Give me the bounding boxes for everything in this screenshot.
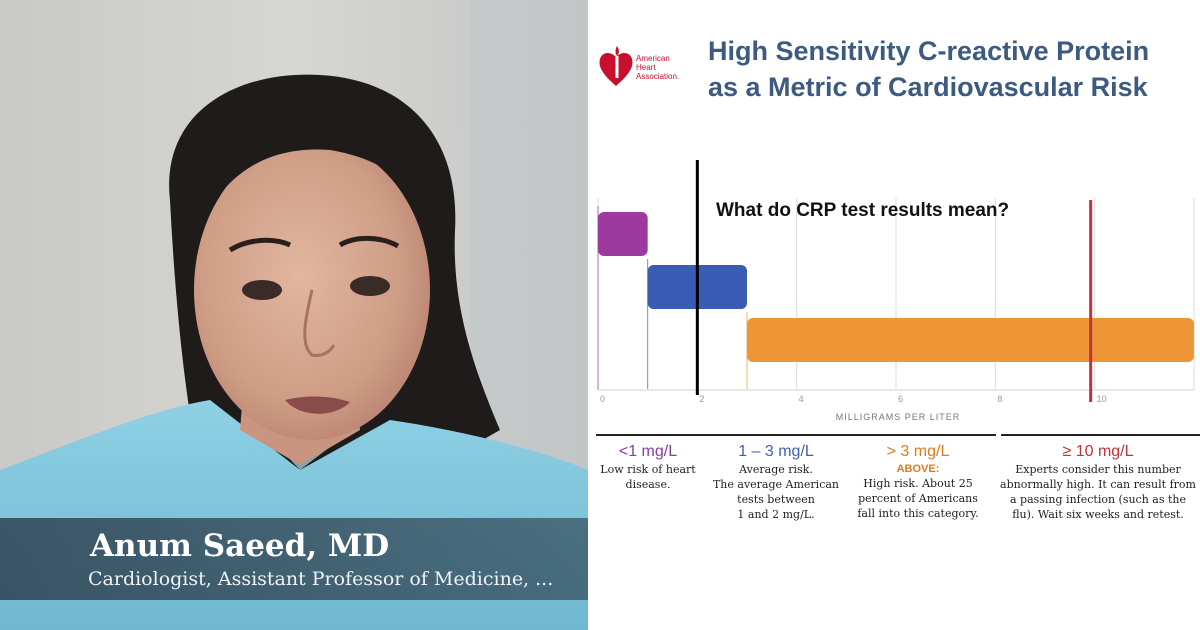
x-tick-label: 2 (699, 394, 704, 404)
legend-text-line: abnormally high. It can result from (1000, 478, 1196, 491)
legend-text-line: Experts consider this number (1015, 463, 1181, 476)
x-tick-label: 0 (600, 394, 605, 404)
range-bar (747, 318, 1194, 362)
speaker-video-frame (0, 0, 588, 630)
legend-heading: <1 mg/L (618, 443, 678, 460)
aha-logo-text-3: Association. (636, 72, 680, 81)
legend-text-line: percent of Americans (858, 492, 978, 505)
legend-text-line: High risk. About 25 (863, 477, 973, 490)
chart-reference-lines (695, 160, 1093, 402)
range-bar (598, 212, 648, 256)
x-tick-label: 6 (898, 394, 903, 404)
legend-heading: > 3 mg/L (886, 443, 950, 460)
crp-range-chart: 0 2 4 6 8 10 What do CRP test results mean? M… (596, 160, 1200, 436)
legend-heading: ≥ 10 mg/L (1062, 443, 1134, 460)
legend-text-line: tests between (737, 493, 815, 506)
legend-text-line: disease. (625, 478, 671, 491)
legend-low-risk: <1 mg/L Low risk of heart disease. (596, 442, 700, 492)
legend-text-line: a passing infection (such as the (1009, 493, 1187, 506)
x-tick-label: 4 (799, 394, 804, 404)
chart-x-axis-label: MILLIGRAMS PER LITER (836, 412, 961, 422)
x-tick-label: 8 (997, 394, 1002, 404)
legend-text-line: 1 and 2 mg/L. (737, 508, 815, 521)
legend-heading: 1 – 3 mg/L (738, 443, 814, 460)
presentation-slide: American Heart Association. High Sensiti… (596, 0, 1200, 630)
x-tick-label: 10 (1097, 394, 1107, 404)
legend-very-high: ≥ 10 mg/L Experts consider this number a… (996, 442, 1200, 522)
slide-title-line-2: as a Metric of Cardiovascular Risk (708, 72, 1148, 102)
legend-text-line: Average risk. (739, 463, 813, 476)
legend-text-line: The average American (712, 478, 840, 491)
aha-logo-text-2: Heart (636, 63, 656, 72)
slide-title-line-1: High Sensitivity C-reactive Protein (708, 36, 1150, 66)
aha-logo-text-1: American (636, 54, 670, 63)
legend-text-line: flu). Wait six weeks and retest. (1012, 508, 1184, 521)
legend-above-label: ABOVE: (896, 463, 940, 475)
video-feed: Anum Saeed, MD Cardiologist, Assistant P… (0, 0, 588, 630)
legend-average-risk: 1 – 3 mg/L Average risk. The average Ame… (704, 442, 848, 522)
chart-question: What do CRP test results mean? (716, 200, 1009, 221)
legend-text-line: Low risk of heart (600, 463, 696, 476)
legend-text-line: fall into this category. (857, 507, 979, 520)
heart-torch-logo-icon (599, 46, 633, 86)
speaker-title: Cardiologist, Assistant Professor of Med… (88, 568, 554, 590)
legend-high-risk: > 3 mg/L ABOVE: High risk. About 25 perc… (848, 442, 988, 521)
speaker-name: Anum Saeed, MD (90, 528, 390, 564)
speaker-lower-third: Anum Saeed, MD Cardiologist, Assistant P… (0, 518, 588, 600)
